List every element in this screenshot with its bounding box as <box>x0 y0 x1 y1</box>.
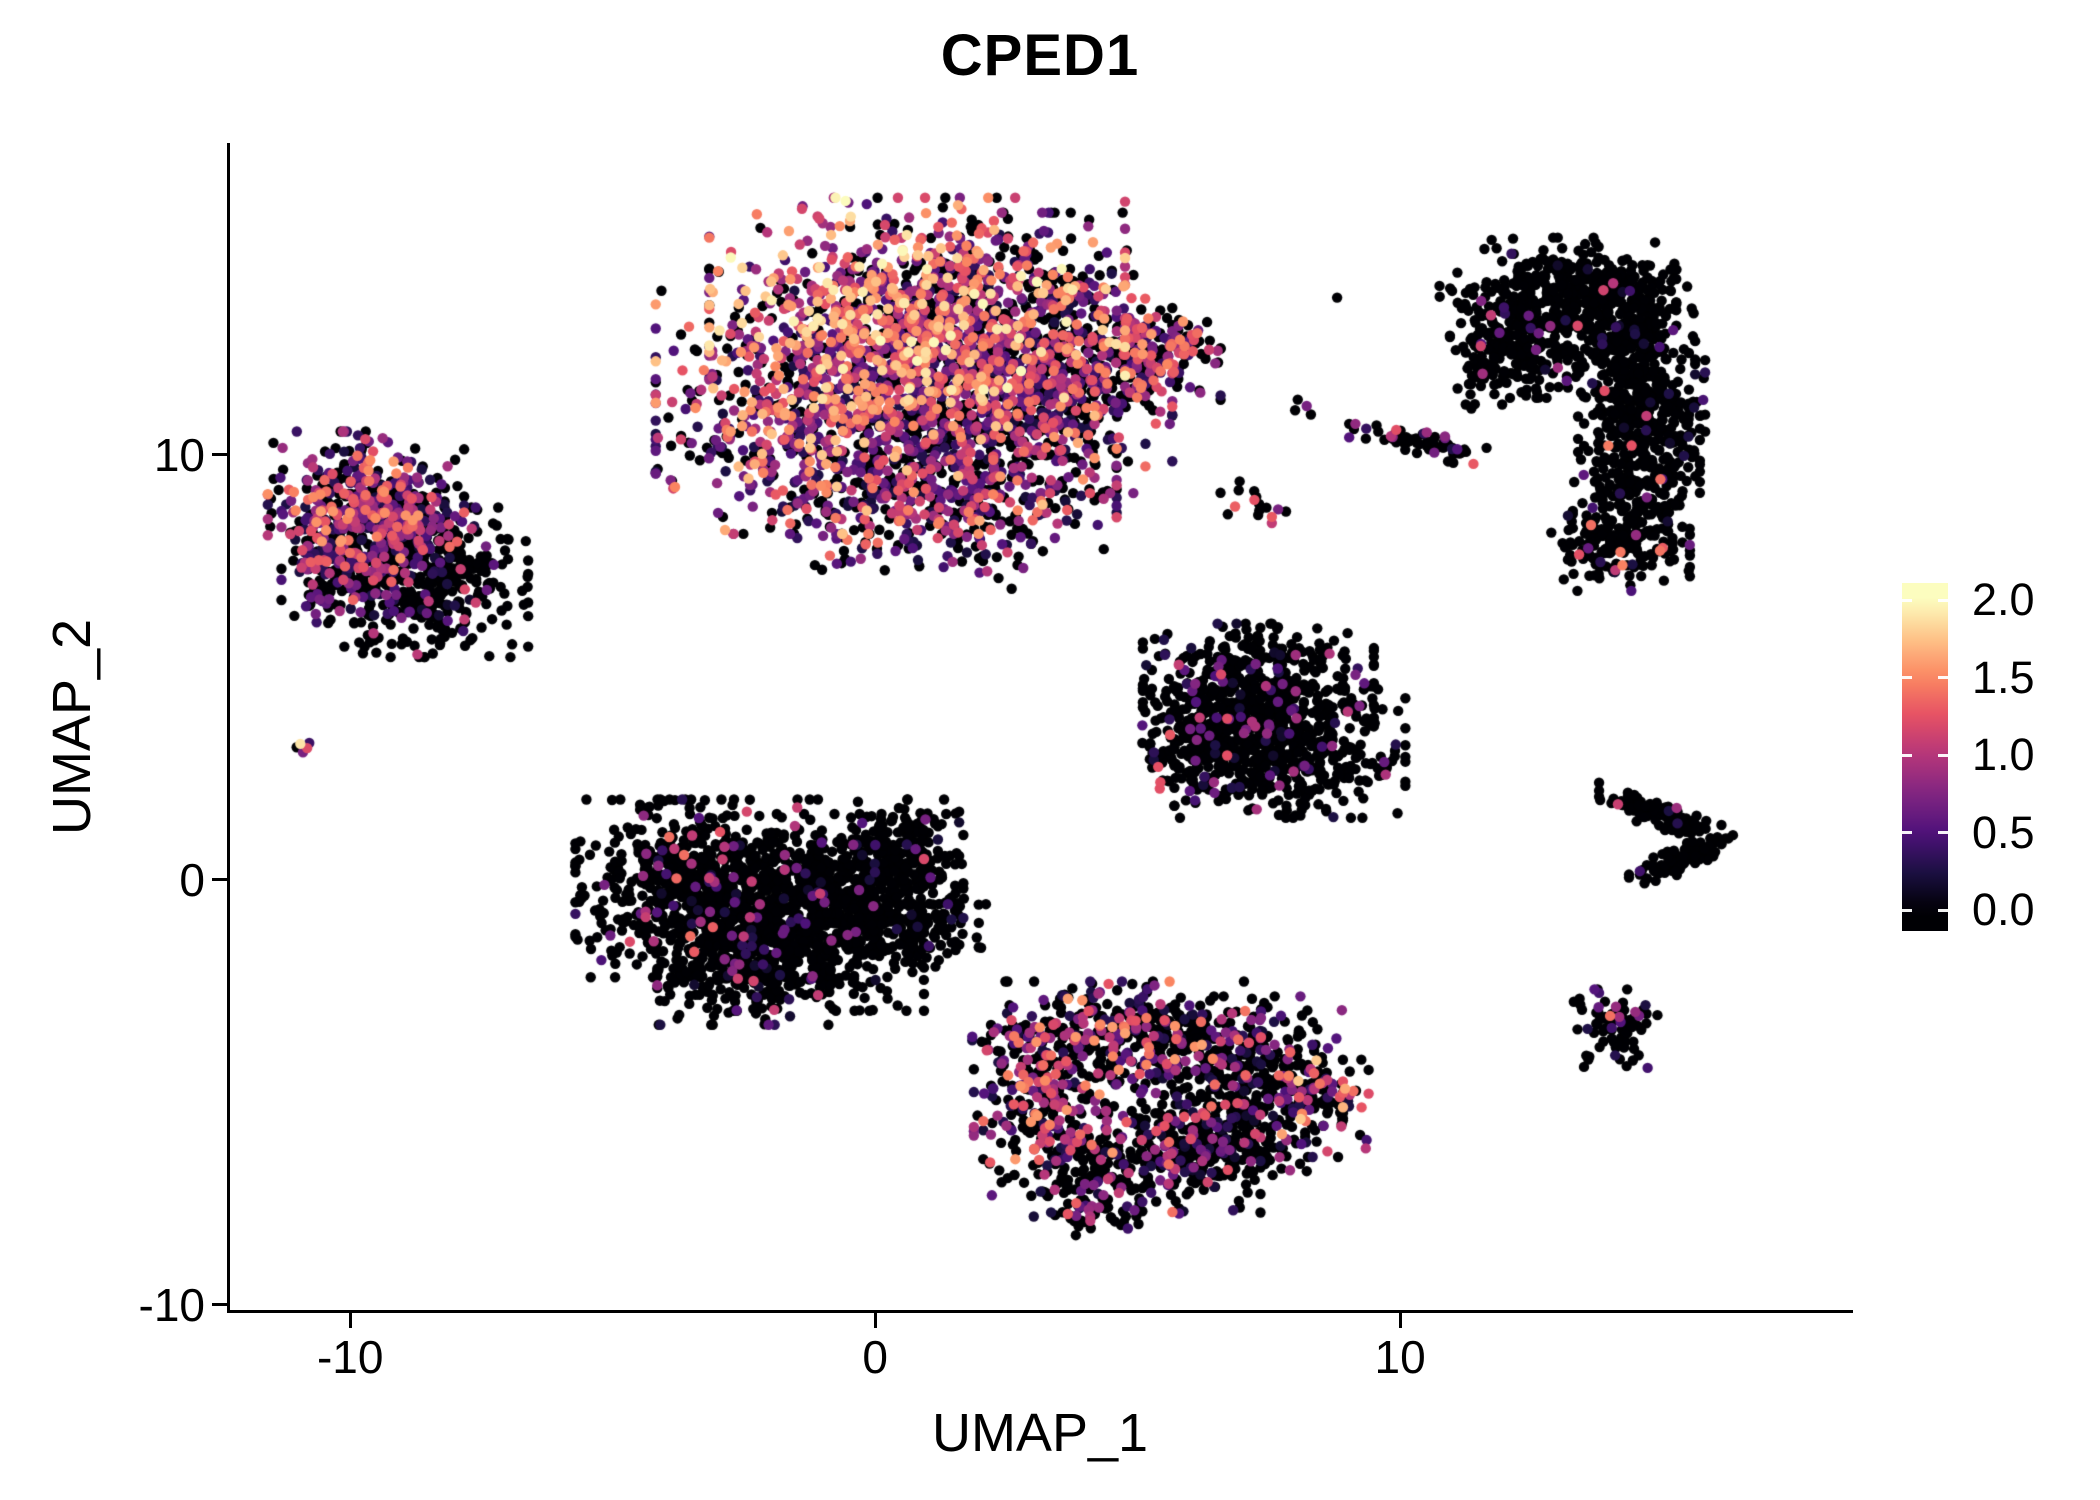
legend-tick-label: 0.0 <box>1972 884 2035 935</box>
y-axis-line <box>227 143 230 1313</box>
y-tick-label: 0 <box>179 853 205 906</box>
y-tick-mark <box>212 878 227 882</box>
x-tick-label: -10 <box>316 1331 384 1383</box>
x-tick-label: 0 <box>862 1331 888 1383</box>
y-tick-label: -10 <box>138 1278 205 1331</box>
x-axis-line <box>227 1310 1853 1313</box>
colorbar-tick-mark <box>1938 831 1948 834</box>
colorbar-tick-mark <box>1902 598 1912 602</box>
colorbar-tick-mark <box>1902 676 1912 679</box>
legend-tick-label: 0.5 <box>1972 806 2035 858</box>
scatter-canvas <box>230 145 1850 1310</box>
legend-tick-label: 2.0 <box>1972 574 2035 625</box>
colorbar-tick-mark <box>1938 598 1948 602</box>
legend-tick-label: 1.5 <box>1972 651 2035 703</box>
x-tick-mark <box>348 1313 352 1328</box>
legend-tick-label: 1.0 <box>1972 729 2035 780</box>
y-tick-mark <box>212 453 227 457</box>
colorbar-tick-mark <box>1902 831 1912 834</box>
plot-title: CPED1 <box>940 23 1140 88</box>
colorbar-tick-mark <box>1938 908 1948 912</box>
colorbar-tick-mark <box>1902 908 1912 912</box>
y-tick-mark <box>212 1303 227 1307</box>
y-tick-label: 10 <box>153 428 205 481</box>
colorbar-tick-mark <box>1938 753 1948 757</box>
x-tick-mark <box>873 1313 877 1328</box>
colorbar-tick-mark <box>1938 676 1948 679</box>
x-tick-mark <box>1398 1313 1402 1328</box>
y-axis-title: UMAP_2 <box>42 618 102 836</box>
colorbar-tick-mark <box>1902 753 1912 757</box>
x-tick-label: 10 <box>1374 1331 1426 1383</box>
colorbar-gradient <box>1902 583 1948 931</box>
x-axis-title: UMAP_1 <box>931 1403 1149 1463</box>
